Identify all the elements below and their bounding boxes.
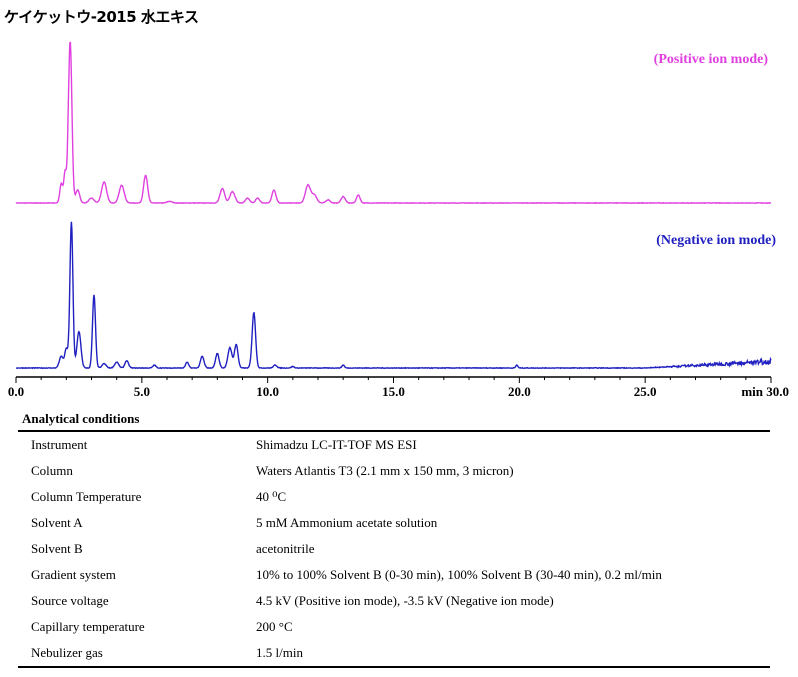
- condition-name: Gradient system: [31, 567, 116, 582]
- condition-name: Column Temperature: [31, 489, 142, 504]
- x-tick-label: 25.0: [634, 384, 657, 399]
- x-tick-label: 20.0: [508, 384, 531, 399]
- traces-group: [15, 41, 772, 370]
- condition-name: Source voltage: [31, 593, 109, 608]
- series-label-negative: (Negative ion mode): [656, 233, 776, 248]
- x-tick-label: min 30.0: [741, 384, 789, 399]
- table-row: Solvent B acetonitrile: [18, 536, 770, 562]
- table-row: Column Waters Atlantis T3 (2.1 mm x 150 m…: [18, 458, 770, 484]
- table-row: Instrument Shimadzu LC-IT-TOF MS ESI: [18, 431, 770, 458]
- table-row: Capillary temperature 200 °C: [18, 614, 770, 640]
- condition-value: 4.5 kV (Positive ion mode), -3.5 kV (Neg…: [256, 593, 554, 608]
- condition-name: Solvent A: [31, 515, 83, 530]
- table-row: Nebulizer gas 1.5 l/min: [18, 640, 770, 667]
- analytical-conditions: Analytical conditions Instrument Shimadzu…: [18, 408, 770, 668]
- condition-value: 200 °C: [256, 619, 293, 634]
- condition-value: 10% to 100% Solvent B (0-30 min), 100% S…: [256, 567, 662, 582]
- chromatogram-chart: (Positive ion mode) (Negative ion mode) 0…: [8, 41, 789, 399]
- chart-title: ケイケットウ-2015 水エキス: [4, 8, 199, 26]
- series-line-positive: [15, 41, 771, 205]
- x-axis: 0.0 5.0 10.0 15.0 20.0 25.0 min 30.0: [8, 376, 789, 399]
- x-tick-label: 0.0: [8, 384, 24, 399]
- condition-value: acetonitrile: [256, 541, 315, 556]
- table-row: Source voltage 4.5 kV (Positive ion mode)…: [18, 588, 770, 614]
- series-label-positive: (Positive ion mode): [654, 52, 769, 67]
- condition-name: Column: [31, 463, 73, 478]
- condition-value: 40 ⁰C: [256, 489, 287, 504]
- x-tick-label: 5.0: [134, 384, 150, 399]
- condition-value: Waters Atlantis T3 (2.1 mm x 150 mm, 3 m…: [256, 463, 514, 478]
- conditions-heading: Analytical conditions: [22, 411, 140, 426]
- x-tick-label: 10.0: [256, 384, 279, 399]
- table-row: Solvent A 5 mM Ammonium acetate solution: [18, 510, 770, 536]
- trace-labels-group: (Positive ion mode) (Negative ion mode): [654, 52, 777, 248]
- condition-value: Shimadzu LC-IT-TOF MS ESI: [256, 437, 417, 452]
- condition-name: Capillary temperature: [31, 619, 145, 634]
- conditions-table: Instrument Shimadzu LC-IT-TOF MS ESI Colum…: [18, 430, 770, 668]
- condition-name: Instrument: [31, 437, 88, 452]
- table-row: Column Temperature 40 ⁰C: [18, 484, 770, 510]
- condition-name: Nebulizer gas: [31, 645, 103, 660]
- series-line-negative: [15, 221, 772, 370]
- x-tick-label: 15.0: [382, 384, 405, 399]
- condition-value: 1.5 l/min: [256, 645, 303, 660]
- condition-name: Solvent B: [31, 541, 83, 556]
- condition-value: 5 mM Ammonium acetate solution: [256, 515, 438, 530]
- table-row: Gradient system 10% to 100% Solvent B (0-…: [18, 562, 770, 588]
